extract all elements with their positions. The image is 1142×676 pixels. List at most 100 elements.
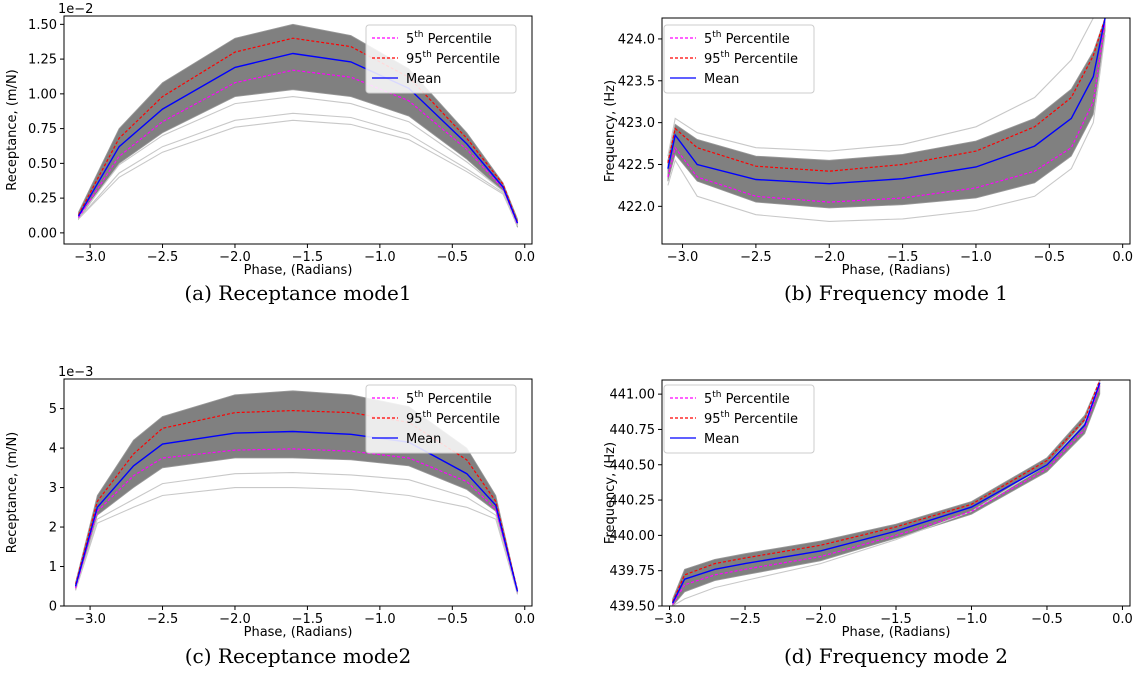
series-line <box>667 22 1106 203</box>
x-tick-label: 0.0 <box>1112 250 1133 265</box>
offset-label: 1e−3 <box>58 365 93 380</box>
series-line <box>75 409 519 591</box>
x-tick-label: −1.0 <box>364 612 396 627</box>
y-tick-label: 423.5 <box>618 74 655 89</box>
panel-caption: (d) Frequency mode 2 <box>784 644 1008 668</box>
x-tick-label: −2.0 <box>813 250 845 265</box>
legend-label: Mean <box>704 72 739 87</box>
y-tick-label: 4 <box>49 442 57 457</box>
legend-label: Mean <box>406 72 441 87</box>
x-tick-label: −0.5 <box>437 250 469 265</box>
panel-caption: (c) Receptance mode2 <box>185 644 412 668</box>
x-tick-label: −0.5 <box>1034 250 1066 265</box>
y-axis-label: Frequency, (Hz) <box>603 442 618 544</box>
y-tick-label: 441.00 <box>610 388 656 403</box>
series-line <box>78 69 519 225</box>
ensemble-curve <box>667 34 1106 222</box>
x-tick-label: −3.0 <box>654 612 686 627</box>
panel-a: −3.0 −2.5 −2.0 −1.5 −1.0 −0.5 0.0 0.00 0.25 0.50 0… <box>5 2 535 305</box>
x-tick-label: −3.0 <box>667 250 699 265</box>
x-tick-label: 0.0 <box>1112 612 1133 627</box>
x-axis-label: Phase, (Radians) <box>244 625 353 640</box>
x-tick-label: −2.0 <box>805 612 837 627</box>
y-axis-label: Receptance, (m/N) <box>5 69 20 190</box>
plot-area <box>671 380 1101 606</box>
y-tick-label: 1.25 <box>28 53 57 68</box>
ensemble-curve <box>672 380 1101 606</box>
x-tick-label: −3.0 <box>74 612 106 627</box>
x-tick-label: 0.0 <box>514 612 535 627</box>
y-tick-label: 0.00 <box>28 226 57 241</box>
axes-frame <box>661 17 1131 245</box>
y-tick-label: 439.75 <box>610 564 656 579</box>
x-tick-label: −2.5 <box>147 250 179 265</box>
x-tick-label: −1.0 <box>956 612 988 627</box>
panel-d: −3.0 −2.5 −2.0 −1.5 −1.0 −0.5 0.0 439.50 439.75 4… <box>603 379 1133 668</box>
series-line <box>75 448 519 593</box>
y-tick-label: 1.00 <box>28 87 57 102</box>
y-axis-label: Receptance, (m/N) <box>5 432 20 553</box>
series-line <box>671 382 1101 604</box>
series-line <box>77 37 519 223</box>
series-line <box>77 52 519 224</box>
x-axis-label: Phase, (Radians) <box>244 263 353 278</box>
y-tick-label: 0.50 <box>28 157 57 172</box>
panel-caption: (a) Receptance mode1 <box>184 281 411 305</box>
series-line <box>74 430 519 592</box>
y-tick-label: 5 <box>49 402 57 417</box>
y-tick-label: 439.50 <box>610 600 656 615</box>
legend-label: 95th Percentile <box>704 410 798 427</box>
panel-caption: (b) Frequency mode 1 <box>784 281 1008 305</box>
series-line <box>672 380 1101 603</box>
axes-frame <box>63 378 533 607</box>
legend-frame <box>365 24 517 94</box>
offset-label: 1e−2 <box>58 2 93 17</box>
y-tick-label: 440.25 <box>610 494 656 509</box>
ensemble-curve <box>75 487 519 595</box>
y-tick-label: 3 <box>49 481 57 496</box>
legend-frame <box>663 384 815 454</box>
ensemble-curve <box>78 119 519 227</box>
legend-frame <box>663 24 815 94</box>
x-tick-label: −3.0 <box>74 250 106 265</box>
x-tick-label: −2.5 <box>740 250 772 265</box>
x-tick-label: −2.0 <box>219 612 251 627</box>
ensemble-curve <box>78 112 519 227</box>
panel-b: −3.0 −2.5 −2.0 −1.5 −1.0 −0.5 0.0 422.0 422.5 423… <box>603 17 1133 305</box>
y-tick-label: 1.50 <box>28 18 57 33</box>
axes-frame <box>63 15 533 245</box>
y-tick-label: 2 <box>49 521 57 536</box>
plot-area <box>667 18 1106 222</box>
y-tick-label: 1 <box>49 560 57 575</box>
legend-label: Mean <box>704 432 739 447</box>
series-line <box>672 385 1101 605</box>
y-tick-label: 440.75 <box>610 423 656 438</box>
legend-label: 5th Percentile <box>704 390 790 407</box>
y-tick-label: 422.5 <box>618 158 655 173</box>
legend-frame <box>365 384 517 454</box>
x-tick-label: −1.0 <box>364 250 396 265</box>
legend-label: 5th Percentile <box>704 30 790 47</box>
ensemble-curve <box>75 472 519 595</box>
x-tick-label: −1.5 <box>887 250 919 265</box>
x-tick-label: 0.0 <box>514 250 535 265</box>
legend-label: 95th Percentile <box>406 50 500 67</box>
legend: 5th Percentile 95th Percentile Mean <box>663 24 815 94</box>
x-tick-label: −0.5 <box>437 612 469 627</box>
y-tick-label: 422.0 <box>618 200 655 215</box>
x-tick-label: −1.5 <box>292 612 324 627</box>
x-tick-label: −0.5 <box>1031 612 1063 627</box>
legend-label: 5th Percentile <box>406 390 492 407</box>
y-axis-label: Frequency, (Hz) <box>603 80 618 182</box>
x-tick-label: −2.0 <box>219 250 251 265</box>
x-tick-label: −2.5 <box>147 612 179 627</box>
y-tick-label: 423.0 <box>618 116 655 131</box>
legend: 5th Percentile 95th Percentile Mean <box>365 384 517 454</box>
x-axis-label: Phase, (Radians) <box>842 263 951 278</box>
legend-label: Mean <box>406 432 441 447</box>
legend: 5th Percentile 95th Percentile Mean <box>365 24 517 94</box>
y-tick-label: 440.00 <box>610 529 656 544</box>
x-tick-label: −2.5 <box>729 612 761 627</box>
x-tick-label: −1.5 <box>880 612 912 627</box>
panel-c: −3.0 −2.5 −2.0 −1.5 −1.0 −0.5 0.0 0 1 2 3 4 5 Phase, … <box>5 365 535 668</box>
